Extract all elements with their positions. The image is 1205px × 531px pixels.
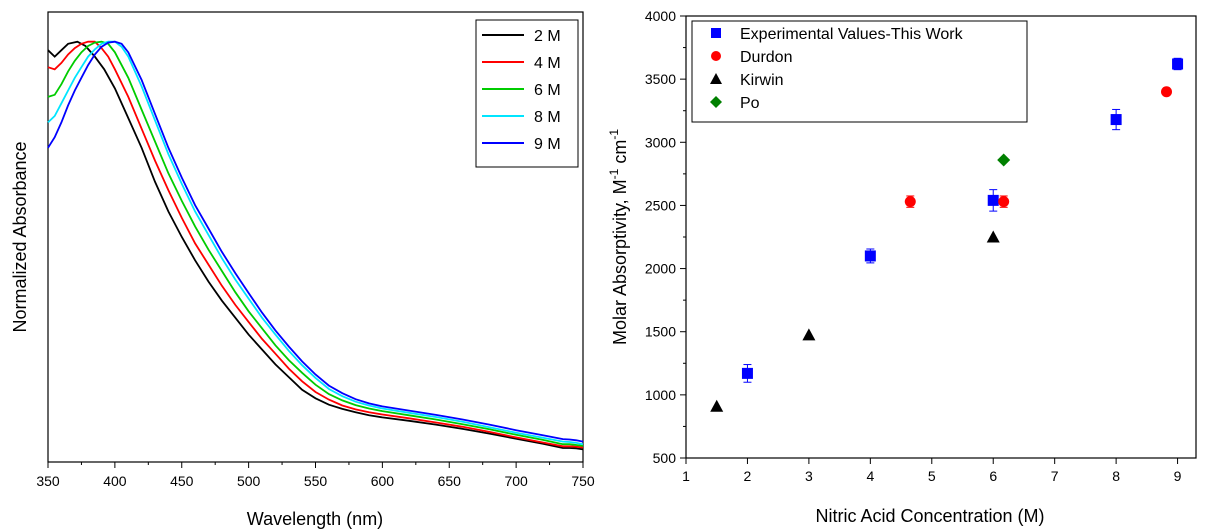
absorptivity-x-tick-label: 7 [1051,468,1059,484]
spectrum-line-4-m [47,40,584,449]
absorptivity-x-tick-label: 1 [682,468,690,484]
absorptivity-x-tick-label: 3 [805,468,813,484]
data-point-kirwin [802,328,816,341]
absorptivity-legend-box [691,20,1028,123]
spectrum-line-6-m [47,40,584,447]
spectra-chart: 350 400 450 500 550 600 650 700 750 Wavelength (… [10,11,595,529]
absorptivity-x-tick-label: 6 [989,468,997,484]
ylabel-mid: cm [610,140,630,169]
absorptivity-chart: 1 2 3 4 5 6 7 8 9 500 1000 1500 2000 2500 3000 3500 4000… [607,8,1197,526]
data-point-experimental-values-this-work [1110,114,1122,126]
absorptivity-x-axis-title: Nitric Acid Concentration (M) [815,506,1044,526]
spectra-x-tick-label: 750 [571,473,595,489]
spectra-x-tick-label: 350 [36,473,60,489]
spectra-legend-box [475,19,579,168]
spectra-series-group [47,40,584,451]
spectra-legend-label-2-m: 2 M [534,28,561,45]
absorptivity-x-tick-label: 9 [1174,468,1182,484]
absorptivity-x-tick-label: 4 [866,468,874,484]
absorptivity-legend-marker-experimental-values-this-work [711,28,721,38]
ylabel-sup2: -1 [607,129,621,140]
data-point-experimental-values-this-work [1172,58,1184,70]
spectra-x-tick-label: 400 [103,473,127,489]
spectra-x-tick-label: 550 [304,473,328,489]
absorptivity-y-tick-label: 2500 [645,197,676,213]
absorptivity-legend-label-po: Po [740,95,760,112]
absorptivity-legend-marker-po [710,96,722,108]
absorptivity-axis-ticks: 1 2 3 4 5 6 7 8 9 500 1000 1500 2000 2500 3000 3500 4000 [645,8,1182,484]
spectra-legend-label-9-m: 9 M [534,136,561,153]
absorptivity-x-tick-label: 5 [928,468,936,484]
spectra-x-axis-title: Wavelength (nm) [247,509,383,529]
spectra-x-tick-label: 700 [504,473,528,489]
absorptivity-y-tick-label: 500 [653,450,677,466]
spectra-legend-label-4-m: 4 M [534,55,561,72]
ylabel-sup1: -1 [607,168,621,179]
spectra-x-tick-label: 600 [371,473,395,489]
absorptivity-y-tick-label: 4000 [645,8,676,24]
absorptivity-points [710,57,1184,412]
absorptivity-legend-marker-durdon [711,51,721,61]
absorptivity-y-tick-label: 1000 [645,387,676,403]
data-point-kirwin [986,230,1000,243]
spectra-x-tick-label: 650 [438,473,462,489]
spectra-x-tick-label: 500 [237,473,261,489]
absorptivity-legend: Experimental Values-This Work Durdon Kirwi… [691,20,1028,123]
absorptivity-legend-marker-kirwin [710,73,722,84]
spectrum-line-9-m [47,40,584,443]
ylabel-main: Molar Absorptivity, M [610,179,630,345]
absorptivity-legend-label-durdon: Durdon [740,49,792,66]
spectra-legend-label-8-m: 8 M [534,109,561,126]
absorptivity-legend-label-experimental-values-this-work: Experimental Values-This Work [740,26,964,43]
spectra-y-axis-title: Normalized Absorbance [10,141,30,332]
spectra-legend: 2 M 4 M 6 M 8 M 9 M [475,19,579,168]
data-point-kirwin [710,399,724,412]
data-point-po [997,153,1011,167]
absorptivity-y-tick-label: 1500 [645,324,676,340]
absorptivity-y-tick-label: 2000 [645,261,676,277]
spectra-x-tick-label: 450 [170,473,194,489]
data-point-durdon [904,196,916,208]
absorptivity-y-tick-label: 3000 [645,134,676,150]
spectra-legend-label-6-m: 6 M [534,82,561,99]
data-point-durdon [998,196,1010,208]
spectrum-line-2-m [47,40,584,451]
absorptivity-x-tick-label: 2 [744,468,752,484]
absorptivity-y-tick-label: 3500 [645,71,676,87]
spectra-x-ticks: 350 400 450 500 550 600 650 700 750 [36,462,595,489]
absorptivity-x-tick-label: 8 [1112,468,1120,484]
absorptivity-y-axis-title: Molar Absorptivity, M-1 cm-1 [607,129,630,345]
absorptivity-legend-label-kirwin: Kirwin [740,72,784,89]
data-point-durdon [1161,86,1173,98]
data-point-experimental-values-this-work [987,194,999,206]
spectrum-line-8-m [47,40,584,446]
data-point-experimental-values-this-work [741,367,753,379]
data-point-experimental-values-this-work [864,250,876,262]
